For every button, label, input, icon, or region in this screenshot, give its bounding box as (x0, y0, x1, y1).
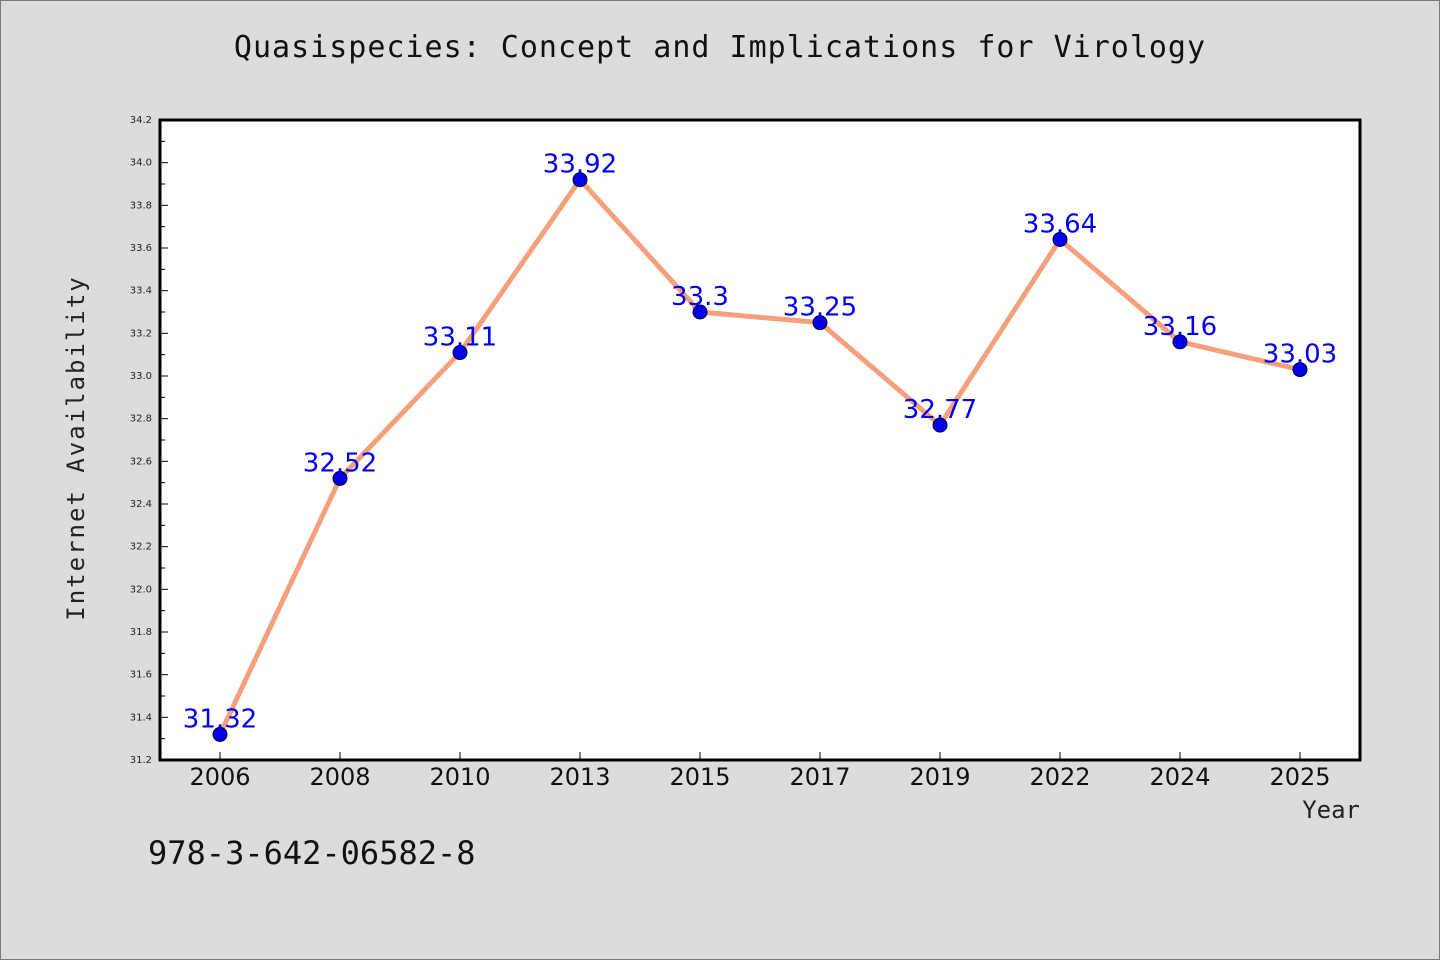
data-label: 33.11 (423, 323, 497, 353)
y-tick-label: 32.8 (130, 414, 152, 425)
plot-area (158, 118, 1362, 762)
y-tick-label: 31.4 (130, 712, 152, 723)
data-point (1172, 334, 1188, 350)
data-point (932, 417, 948, 433)
y-tick-label: 31.2 (130, 755, 152, 766)
x-tick-label: 2015 (669, 763, 730, 791)
y-tick-label: 33.6 (130, 243, 152, 254)
x-tick-label: 2013 (549, 763, 610, 791)
data-point (332, 470, 348, 486)
data-point (212, 726, 228, 742)
chart-title: Quasispecies: Concept and Implications f… (233, 30, 1207, 65)
series-line (217, 177, 1303, 737)
data-point (1292, 362, 1308, 378)
data-point (572, 172, 588, 188)
data-label: 32.52 (303, 448, 377, 478)
x-tick-label: 2017 (789, 763, 850, 791)
y-tick-label: 32.2 (130, 542, 152, 553)
data-label: 31.32 (183, 704, 257, 734)
y-axis: 31.2 31.4 31.6 31.8 32.0 32.2 32.4 32.6 32.8 33.0… (130, 115, 168, 766)
data-label: 33.3 (671, 282, 729, 312)
y-tick-label: 32.0 (130, 584, 152, 595)
x-tick-label: 2025 (1269, 763, 1330, 791)
data-label: 33.16 (1143, 312, 1217, 342)
y-tick-label: 32.4 (130, 499, 152, 510)
series-layer (212, 172, 1308, 742)
data-point (1052, 231, 1068, 247)
data-label: 33.03 (1263, 340, 1337, 370)
y-tick-label: 31.8 (130, 627, 152, 638)
x-tick-label: 2024 (1149, 763, 1210, 791)
y-tick-label: 34.2 (130, 115, 152, 126)
data-label: 33.25 (783, 293, 857, 323)
data-point (452, 345, 468, 361)
data-label-layer: 31.32 32.52 33.11 33.92 33.3 33.25 32.77 33.64 3… (183, 150, 1337, 735)
y-tick-label: 33.0 (130, 371, 152, 382)
y-tick-label: 33.2 (130, 328, 152, 339)
data-label: 33.64 (1023, 209, 1097, 239)
x-tick-label: 2019 (909, 763, 970, 791)
x-tick-label: 2010 (429, 763, 490, 791)
y-tick-label: 34.0 (130, 158, 152, 169)
data-point (692, 304, 708, 320)
data-label: 32.77 (903, 395, 977, 425)
y-tick-label: 33.8 (130, 200, 152, 211)
data-point (812, 315, 828, 331)
x-axis: 2006 2008 2010 2013 2015 2017 2019 2022 2024 2025 (189, 752, 1331, 791)
y-tick-label: 32.6 (130, 456, 152, 467)
isbn-footer: 978-3-642-06582-8 (148, 834, 476, 872)
x-tick-label: 2006 (189, 763, 250, 791)
y-tick-label: 33.4 (130, 286, 152, 297)
x-tick-label: 2022 (1029, 763, 1090, 791)
data-label: 33.92 (543, 150, 617, 180)
y-tick-label: 31.6 (130, 670, 152, 681)
x-tick-label: 2008 (309, 763, 370, 791)
x-axis-label: Year (1302, 796, 1360, 824)
